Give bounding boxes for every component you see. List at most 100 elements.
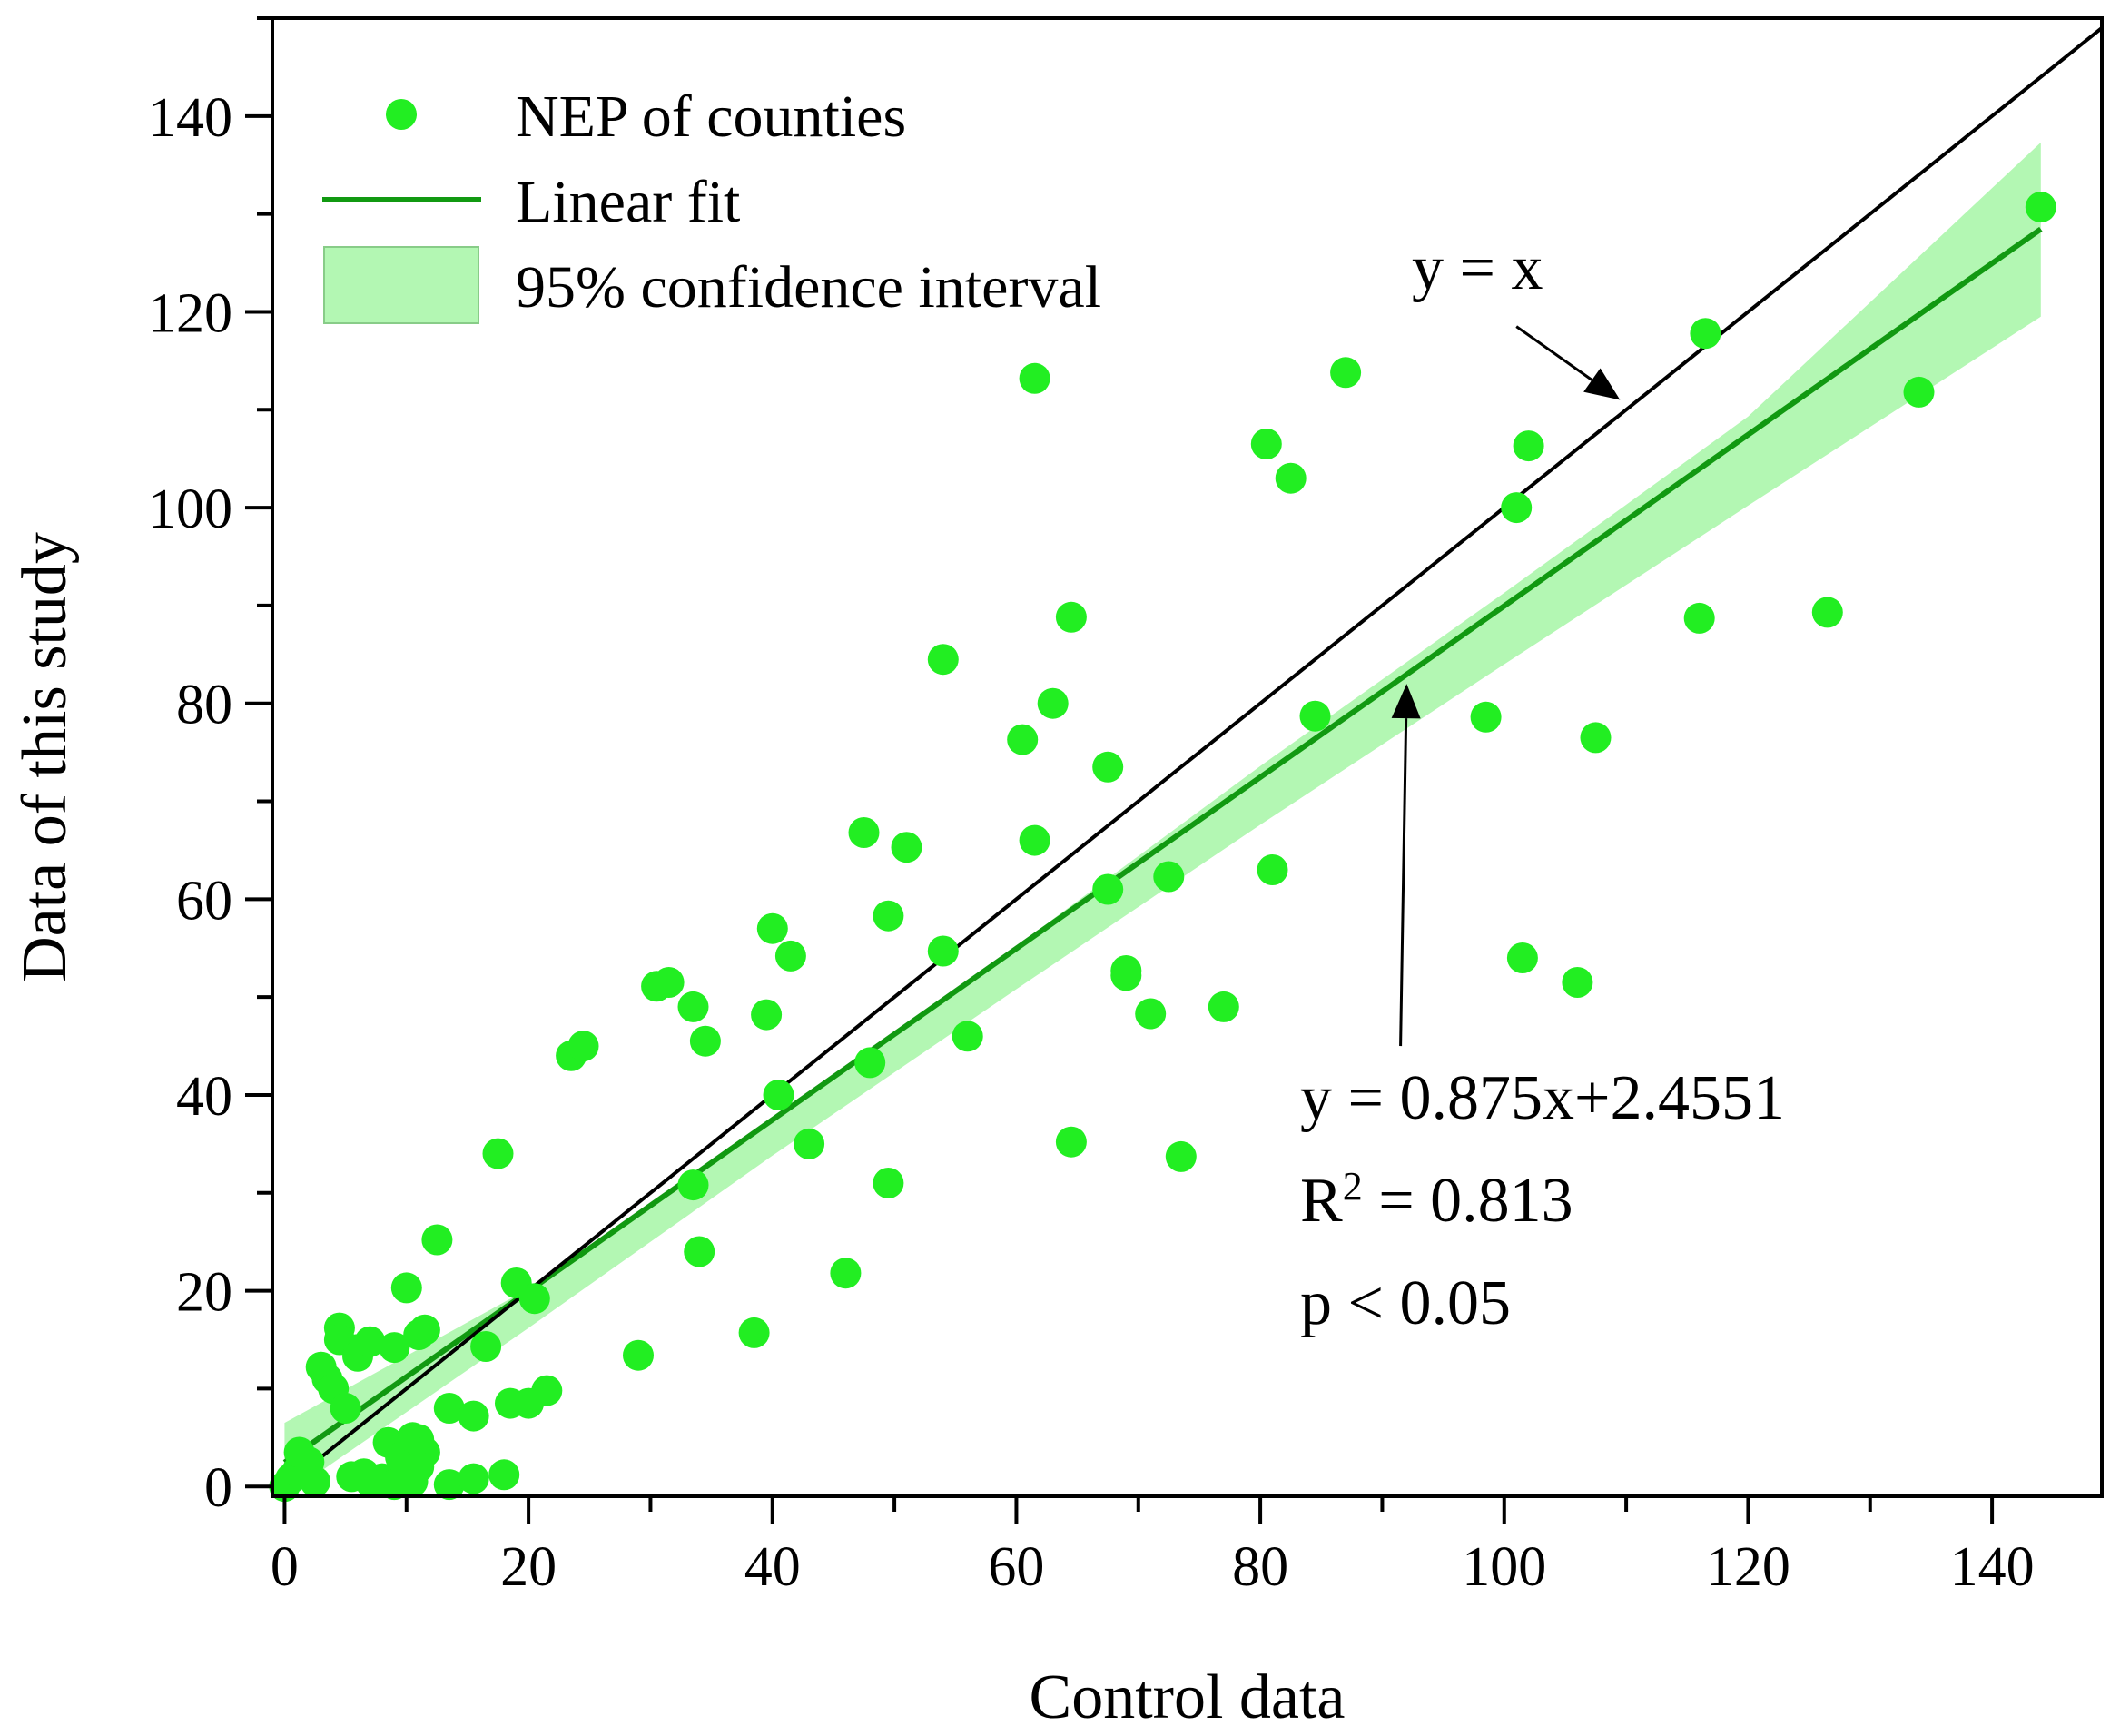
confidence-band: [284, 142, 2041, 1496]
data-point: [1562, 967, 1593, 998]
data-point: [1055, 1126, 1087, 1158]
data-point: [1165, 1140, 1197, 1172]
x-tick-label: 120: [1706, 1536, 1790, 1598]
fit-arrow-shaft: [1399, 718, 1408, 1047]
x-axis-title: Control data: [1030, 1662, 1346, 1732]
legend-marker-points: [386, 99, 417, 130]
data-point: [873, 1168, 904, 1198]
data-point: [2025, 192, 2056, 223]
data-point: [421, 1224, 453, 1256]
legend-label-band: 95% confidence interval: [516, 254, 1101, 321]
data-point: [1506, 942, 1538, 973]
data-point: [1208, 991, 1239, 1022]
annotation-layer: y = x y = 0.875x+2.4551 R2 = 0.813 p < 0…: [1300, 233, 1785, 1338]
legend-label-fit: Linear fit: [516, 169, 740, 235]
data-point: [756, 912, 788, 944]
fit-equation: y = 0.875x+2.4551: [1300, 1063, 1785, 1133]
y-axis-title: Data of this study: [10, 532, 80, 982]
data-point: [927, 644, 959, 676]
data-point: [1019, 824, 1050, 856]
data-point: [433, 1469, 465, 1501]
data-point: [677, 991, 709, 1022]
data-point: [774, 940, 806, 972]
legend-label-points: NEP of counties: [516, 84, 906, 150]
data-point: [1092, 873, 1124, 905]
x-tick-label: 80: [1232, 1536, 1288, 1598]
data-point: [531, 1375, 563, 1406]
data-point: [1055, 601, 1087, 633]
data-point: [1690, 318, 1721, 350]
data-point: [873, 900, 904, 932]
data-point: [482, 1138, 514, 1169]
r-squared: R2 = 0.813: [1300, 1164, 1573, 1237]
data-point: [1135, 998, 1167, 1030]
data-point: [1092, 751, 1124, 783]
data-point: [689, 1025, 721, 1057]
data-point: [567, 1031, 599, 1062]
data-point: [848, 817, 880, 848]
x-tick-label: 140: [1950, 1536, 2035, 1598]
data-point: [1257, 854, 1288, 885]
x-tick-label: 40: [744, 1536, 801, 1598]
identity-arrow-head: [1583, 368, 1621, 400]
r-squared-value: = 0.813: [1363, 1166, 1573, 1236]
data-point: [390, 1272, 422, 1304]
data-point: [300, 1465, 330, 1497]
data-point: [623, 1339, 654, 1371]
linear-fit-line: [282, 226, 2043, 1465]
y-tick-label: 60: [176, 870, 232, 932]
y-tick-label: 120: [148, 282, 232, 344]
point-layer: [269, 192, 2056, 1503]
data-point: [763, 1080, 794, 1110]
data-point: [738, 1317, 770, 1348]
data-point: [488, 1459, 520, 1491]
data-point: [1037, 687, 1069, 719]
identity-arrow-shaft: [1515, 325, 1593, 381]
confidence-band-layer: [284, 142, 2041, 1496]
p-value: p < 0.05: [1300, 1268, 1511, 1338]
data-point: [1903, 376, 1935, 408]
data-point: [1110, 960, 1142, 991]
data-point: [1811, 597, 1843, 628]
legend-marker-band: [323, 246, 479, 324]
x-tick-label: 100: [1462, 1536, 1546, 1598]
r-squared-exponent: 2: [1343, 1164, 1363, 1208]
data-point: [1683, 602, 1715, 634]
identity-line-label: y = x: [1412, 233, 1543, 303]
data-point: [397, 1465, 429, 1497]
data-point: [751, 999, 783, 1031]
data-point: [433, 1393, 465, 1424]
data-point: [927, 935, 959, 967]
identity-line: [283, 26, 2104, 1488]
data-point: [354, 1326, 386, 1357]
data-point: [854, 1047, 886, 1079]
data-point: [1275, 462, 1307, 494]
data-point: [1019, 362, 1050, 394]
data-point: [1153, 861, 1185, 893]
data-point: [653, 967, 685, 998]
data-point: [1513, 430, 1544, 462]
x-tick-label: 0: [271, 1536, 299, 1598]
data-point: [470, 1331, 502, 1362]
data-point: [1250, 429, 1282, 459]
y-tick-label: 0: [204, 1457, 232, 1519]
tick-layer: [245, 16, 1995, 1524]
data-point: [891, 832, 922, 863]
tick-label-layer: 0 20 40 60 80 100 120 140 0 20 40 60 80 100 120 140: [148, 87, 2035, 1598]
data-point: [458, 1400, 489, 1432]
data-point: [684, 1236, 715, 1267]
y-tick-label: 80: [176, 675, 232, 736]
data-point: [952, 1021, 983, 1052]
y-tick-label: 20: [176, 1262, 232, 1324]
r-squared-symbol: R: [1300, 1166, 1343, 1236]
data-point: [379, 1332, 410, 1364]
fit-arrow-head: [1391, 684, 1421, 719]
data-point: [1330, 357, 1362, 389]
y-tick-label: 100: [148, 478, 232, 540]
data-point: [1501, 492, 1533, 524]
legend: NEP of counties Linear fit 95% confidenc…: [322, 84, 1101, 324]
data-point: [677, 1169, 709, 1201]
data-point: [409, 1314, 440, 1346]
y-tick-label: 140: [148, 87, 232, 149]
